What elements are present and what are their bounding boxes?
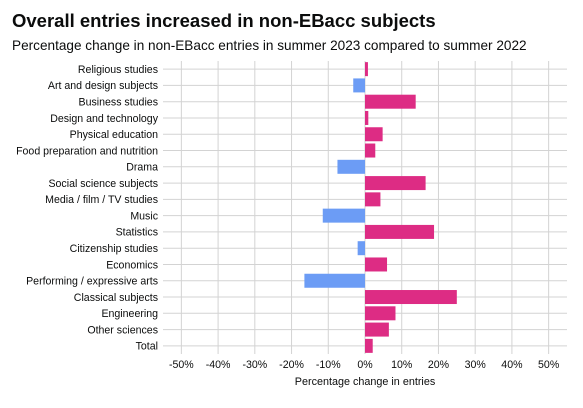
category-label: Economics <box>106 259 158 271</box>
category-label: Business studies <box>79 96 159 108</box>
chart-title: Overall entries increased in non-EBacc s… <box>12 10 436 31</box>
x-tick-label: -20% <box>279 359 304 371</box>
bar <box>365 192 381 207</box>
x-tick-label: -40% <box>206 359 231 371</box>
bar <box>365 338 373 353</box>
bar <box>365 257 388 272</box>
category-label: Religious studies <box>78 64 158 76</box>
x-tick-label: 30% <box>465 359 487 371</box>
category-label: Music <box>130 210 158 222</box>
bar <box>304 273 365 288</box>
bar <box>365 94 416 109</box>
chart-subtitle: Percentage change in non-EBacc entries i… <box>12 38 527 53</box>
bar <box>337 159 365 174</box>
bar <box>353 78 365 93</box>
category-label: Food preparation and nutrition <box>16 145 158 157</box>
bar <box>365 110 369 125</box>
bar <box>365 127 383 142</box>
category-label: Statistics <box>116 227 158 239</box>
bar <box>365 176 426 191</box>
x-tick-label: 20% <box>428 359 450 371</box>
x-tick-label: 50% <box>538 359 560 371</box>
x-tick-label: 40% <box>501 359 523 371</box>
x-tick-label: -30% <box>242 359 267 371</box>
bar <box>365 224 435 239</box>
bar <box>322 208 365 223</box>
category-label: Physical education <box>70 129 158 141</box>
category-label: Art and design subjects <box>48 80 158 92</box>
x-tick-labels: -50% -40% -30% -20% -10% 0% 10% 20% 30% 40% 50% <box>169 359 560 371</box>
bar <box>365 143 376 158</box>
category-label: Classical subjects <box>74 292 158 304</box>
bar <box>365 322 389 337</box>
category-label: Drama <box>126 162 158 174</box>
x-tick-label: -10% <box>316 359 341 371</box>
category-label: Citizenship studies <box>70 243 158 255</box>
x-axis-title: Percentage change in entries <box>295 376 436 388</box>
category-label: Other sciences <box>87 324 158 336</box>
bar <box>365 306 396 321</box>
category-label: Design and technology <box>50 113 158 125</box>
x-tick-label: 0% <box>357 359 373 371</box>
category-label: Social science subjects <box>48 178 158 190</box>
category-label: Media / film / TV studies <box>45 194 158 206</box>
bar <box>365 62 368 77</box>
x-tick-label: 10% <box>391 359 413 371</box>
category-label: Performing / expressive arts <box>26 276 158 288</box>
category-label: Total <box>136 341 158 353</box>
x-tick-label: -50% <box>169 359 194 371</box>
bars <box>304 62 457 353</box>
bar <box>365 290 457 305</box>
category-labels: Religious studies Art and design subjects… <box>16 64 159 353</box>
category-label: Engineering <box>101 308 158 320</box>
bar <box>357 241 365 256</box>
